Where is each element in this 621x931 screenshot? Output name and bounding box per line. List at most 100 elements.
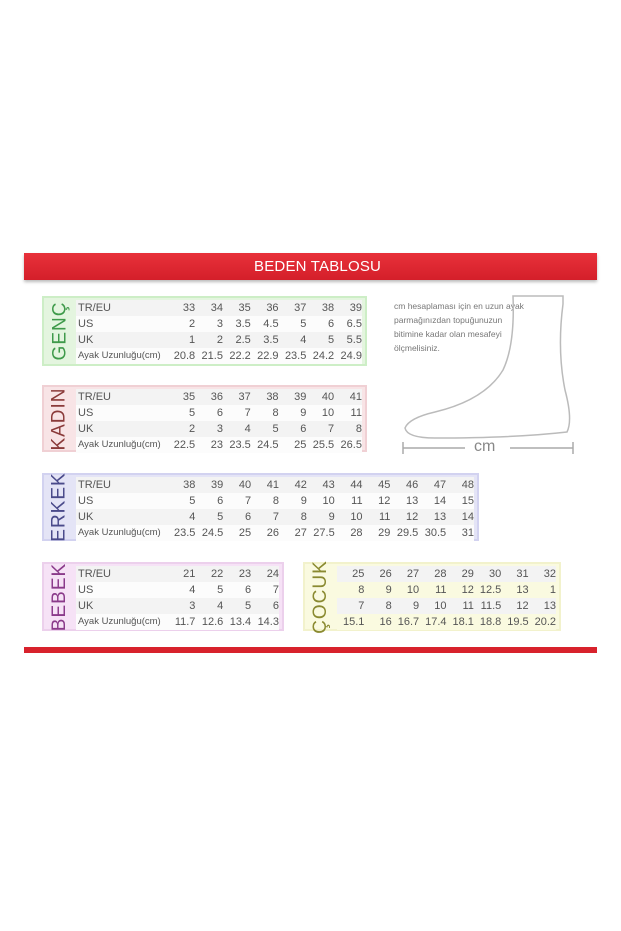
size-cell: 14: [433, 495, 447, 507]
size-cell: 7: [244, 407, 251, 419]
size-cell: 15: [461, 495, 474, 507]
bottom-bar: [24, 647, 597, 653]
size-cell: 42: [294, 479, 307, 491]
size-cell: 24: [266, 568, 279, 580]
size-cell: 1: [189, 334, 196, 346]
row-label: UK: [78, 423, 94, 435]
size-cell: 9: [385, 584, 392, 596]
size-cell: 6: [272, 600, 279, 612]
size-cell: 16.7: [397, 616, 420, 628]
table-row: TR/EU 33 34 35 36 37 38 39: [76, 300, 362, 316]
size-cell: 23: [210, 439, 223, 451]
size-cell: 5.5: [346, 334, 362, 346]
size-cell: 23.5: [173, 527, 196, 539]
size-cell: 12.5: [479, 584, 502, 596]
size-cell: 8: [272, 407, 279, 419]
size-cell: 6: [216, 407, 223, 419]
size-table-erkek: ERKEK TR/EU 38 39 40 41 42 43 44 45 46 47 48 US 5 6 7 8 9 1…: [42, 472, 479, 542]
category-name: ÇOCUK: [310, 559, 331, 634]
size-cell: 23.5: [229, 439, 251, 451]
size-cell: 22.5: [173, 439, 196, 451]
size-cell: 30: [489, 568, 502, 580]
size-cell: 27.5: [313, 527, 335, 539]
size-cell: 37: [294, 302, 307, 314]
table-row: US 2 3 3.5 4.5 5 6 6.5: [76, 316, 362, 332]
size-cell: 39: [211, 479, 224, 491]
size-cell: 40: [321, 391, 335, 403]
size-cell: 43: [322, 479, 335, 491]
table-row: 15.1 16 16.7 17.4 18.1 18.8 19.5 20.2: [337, 614, 556, 630]
row-label: TR/EU: [78, 479, 111, 491]
row-label: TR/EU: [78, 391, 111, 403]
size-cell: 4.5: [263, 318, 279, 330]
size-cell: 18.8: [479, 616, 502, 628]
size-cell: 17.4: [425, 616, 447, 628]
category-name: BEBEK: [49, 562, 70, 631]
size-cell: 4: [244, 423, 251, 435]
size-cell: 12: [461, 584, 474, 596]
size-cell: 6: [245, 511, 252, 523]
table-row: UK 4 5 6 7 8 9 10 11 12 13 14: [76, 509, 474, 525]
size-cell: 46: [406, 479, 419, 491]
size-cell: 12.6: [201, 616, 224, 628]
size-cell: 13: [433, 511, 447, 523]
size-cell: 11: [379, 511, 391, 523]
table-row: TR/EU 21 22 23 24: [76, 566, 279, 582]
size-cell: 2: [189, 423, 196, 435]
size-cell: 38: [321, 302, 335, 314]
page-title: BEDEN TABLOSU: [254, 258, 382, 275]
size-cell: 21: [183, 568, 196, 580]
size-cell: 31: [461, 527, 474, 539]
size-cell: 2.5: [235, 334, 251, 346]
size-cell: 28: [434, 568, 447, 580]
size-cell: 5: [245, 600, 252, 612]
table-row: Ayak Uzunluğu(cm) 11.7 12.6 13.4 14.3: [76, 614, 279, 630]
size-cell: 8: [272, 495, 279, 507]
size-cell: 14: [461, 511, 474, 523]
size-cell: 20.2: [534, 616, 556, 628]
size-cell: 10: [406, 584, 420, 596]
size-cell: 15.1: [342, 616, 365, 628]
table-row: Ayak Uzunluğu(cm) 20.8 21.5 22.2 22.9 23.5 24.…: [76, 348, 362, 364]
size-grid: TR/EU 21 22 23 24 US 4 5 6 7 UK 3 4 5 6 Ayak Uzunluğu(c…: [76, 566, 279, 630]
size-cell: 25.5: [312, 439, 335, 451]
size-cell: 22.9: [257, 350, 279, 362]
size-cell: 16: [379, 616, 392, 628]
size-cell: 4: [189, 511, 196, 523]
size-cell: 5: [217, 584, 224, 596]
table-row: US 5 6 7 8 9 10 11 12 13 14 15: [76, 493, 474, 509]
category-name: KADIN: [49, 386, 71, 451]
size-table-bebek: BEBEK TR/EU 21 22 23 24 US 4 5 6 7 UK 3 4 5 6 Ayak Uzunl…: [42, 562, 284, 631]
size-cell: 23: [238, 568, 252, 580]
size-cell: 6: [300, 423, 307, 435]
row-label: UK: [78, 334, 94, 346]
size-grid: TR/EU 33 34 35 36 37 38 39 US 2 3 3.5 4.5 5 6 6.5 UK 1 2 2.…: [76, 300, 362, 364]
row-label: US: [78, 584, 94, 596]
size-cell: 11: [351, 495, 363, 507]
size-cell: 26.5: [340, 439, 362, 451]
size-cell: 10: [350, 511, 363, 523]
size-cell: 33: [182, 302, 196, 314]
table-row: UK 1 2 2.5 3.5 4 5 5.5: [76, 332, 362, 348]
row-label: Ayak Uzunluğu(cm): [78, 350, 161, 361]
size-cell: 9: [300, 495, 307, 507]
row-label: Ayak Uzunluğu(cm): [78, 527, 161, 538]
size-cell: 24.5: [257, 439, 279, 451]
size-cell: 13.4: [229, 616, 252, 628]
size-cell: 39: [349, 302, 362, 314]
table-row: 25 26 27 28 29 30 31 32: [337, 566, 556, 582]
row-label: Ayak Uzunluğu(cm): [78, 439, 161, 450]
size-cell: 47: [433, 479, 447, 491]
size-table-cocuk: ÇOCUK 25 26 27 28 29 30 31 32 8 9 10 11 12 12.5 13 1 7 8 9 1…: [303, 559, 561, 634]
size-cell: 1: [549, 584, 556, 596]
size-cell: 11.5: [480, 600, 502, 612]
category-label: ERKEK: [44, 472, 76, 541]
size-cell: 8: [300, 511, 307, 523]
size-cell: 45: [378, 479, 391, 491]
size-cell: 30.5: [424, 527, 447, 539]
size-cell: 8: [358, 584, 365, 596]
table-row: US 4 5 6 7: [76, 582, 279, 598]
category-label: GENÇ: [44, 298, 76, 364]
size-cell: 24.2: [312, 350, 335, 362]
size-cell: 7: [358, 600, 365, 612]
